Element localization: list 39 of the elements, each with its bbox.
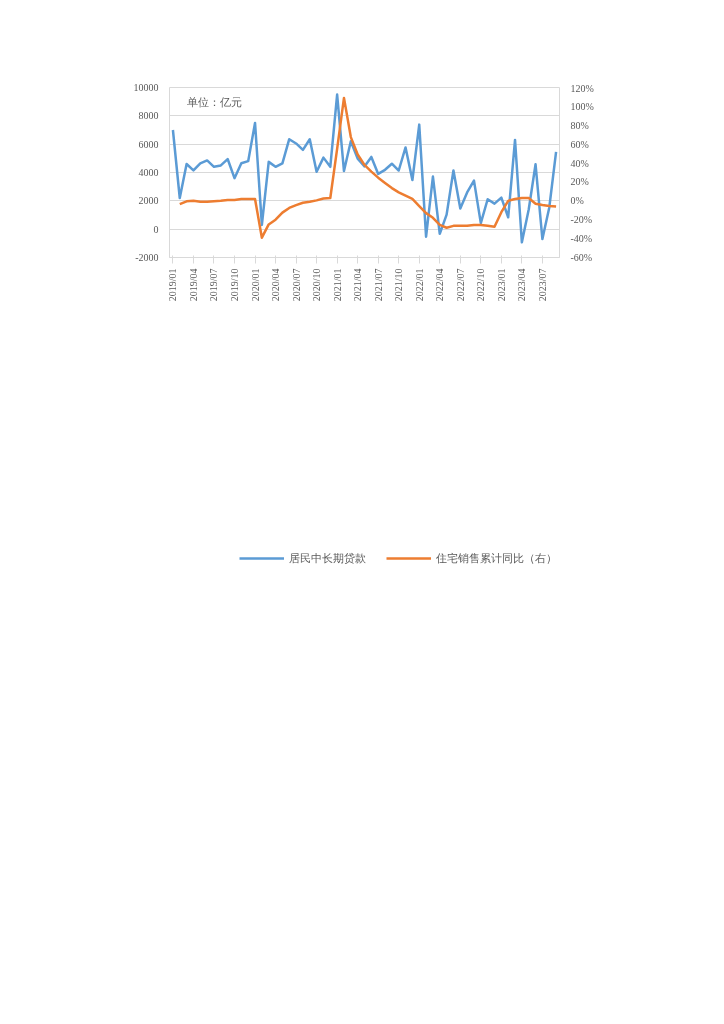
x-tick-label: 2019/10 [229, 268, 240, 302]
y2-tick-label: 120% [570, 82, 594, 94]
legend-label: 居民中长期贷款 [289, 550, 366, 566]
x-tick-label: 2019/01 [167, 268, 179, 302]
x-tick-label: 2023/07 [536, 268, 548, 302]
y2-tick-label: 20% [570, 176, 589, 188]
y-tick-label: 0 [153, 223, 159, 235]
y-tick-label: 8000 [138, 110, 159, 122]
x-tick-label: 2022/04 [434, 268, 446, 302]
y-tick-label: 2000 [138, 195, 159, 207]
x-tick-label: 2021/07 [372, 268, 384, 302]
y2-tick-label: 0% [570, 195, 584, 207]
x-tick-label: 2021/10 [393, 268, 405, 302]
y2-tick-label: 100% [570, 100, 594, 112]
annotation: 单位：亿元 [186, 95, 242, 108]
y2-tick-label: -60% [570, 252, 593, 263]
y2-tick-label: 40% [570, 157, 589, 169]
x-tick-label: 2019/07 [208, 268, 220, 302]
x-tick-label: 2021/01 [331, 268, 343, 302]
x-tick-label: 2020/10 [311, 268, 323, 302]
y2-tick-label: -20% [570, 214, 593, 226]
y2-tick-label: 60% [570, 138, 589, 150]
x-tick-label: 2023/04 [516, 268, 528, 302]
x-tick-label: 2021/04 [352, 268, 364, 302]
y2-tick-label: -40% [570, 233, 593, 245]
y-tick-label: -2000 [135, 252, 159, 263]
x-tick-label: 2020/04 [270, 268, 282, 302]
y-tick-label: 10000 [133, 82, 159, 93]
y2-tick-label: 80% [570, 119, 589, 131]
x-tick-label: 2019/04 [187, 268, 199, 302]
y-tick-label: 4000 [138, 167, 159, 178]
x-tick-label: 2022/07 [454, 268, 466, 302]
x-tick-label: 2020/01 [249, 268, 261, 302]
x-tick-label: 2020/07 [290, 268, 302, 302]
legend-label: 住宅销售累计同比（右） [436, 550, 557, 566]
x-tick-label: 2023/01 [495, 268, 507, 302]
x-tick-label: 2022/10 [475, 268, 487, 302]
y-tick-label: 6000 [138, 138, 159, 150]
x-tick-label: 2022/01 [413, 268, 425, 302]
